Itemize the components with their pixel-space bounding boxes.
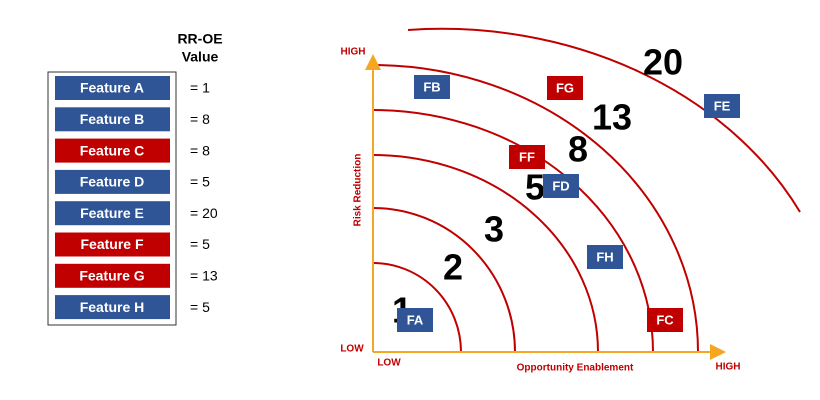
arc <box>372 207 516 353</box>
feature-value: = 5 <box>190 174 210 190</box>
feature-box <box>414 75 450 99</box>
level-number: 2 <box>443 247 463 288</box>
feature-label: Feature C <box>80 142 145 158</box>
feature-box-label: FC <box>656 312 674 327</box>
feature-label: Feature F <box>80 236 143 252</box>
feature-value: = 8 <box>190 142 210 158</box>
feature-box-label: FE <box>714 98 731 113</box>
feature-box <box>397 308 433 332</box>
y-low: LOW <box>340 344 364 355</box>
feature-label: Feature A <box>80 80 144 96</box>
feature-value: = 20 <box>190 205 218 221</box>
feature-button <box>55 263 170 288</box>
feature-box-label: FD <box>552 178 569 193</box>
table-header: Value <box>182 49 219 65</box>
feature-button <box>55 295 170 320</box>
y-axis-label: Risk Reduction <box>353 154 364 227</box>
feature-label: Feature H <box>80 299 145 315</box>
feature-box-label: FF <box>519 149 535 164</box>
level-number: 8 <box>568 129 588 170</box>
feature-list-frame <box>47 71 177 326</box>
feature-label: Feature D <box>80 174 145 190</box>
table-header: RR-OE <box>177 31 222 47</box>
feature-value: = 13 <box>190 268 218 284</box>
feature-box-label: FG <box>556 80 574 95</box>
arc <box>407 27 801 213</box>
feature-button <box>55 138 170 163</box>
x-low: LOW <box>377 358 401 369</box>
level-number: 20 <box>643 42 683 83</box>
x-axis-label: Opportunity Enablement <box>517 363 634 374</box>
feature-box <box>587 245 623 269</box>
feature-label: Feature B <box>80 111 145 127</box>
feature-value: = 5 <box>190 299 210 315</box>
feature-value: = 1 <box>190 80 210 96</box>
level-number: 13 <box>592 97 632 138</box>
level-number: 5 <box>525 167 545 208</box>
feature-box <box>647 308 683 332</box>
arc <box>372 262 462 353</box>
feature-label: Feature E <box>80 205 144 221</box>
level-number: 3 <box>484 209 504 250</box>
feature-button <box>55 107 170 132</box>
feature-button <box>55 201 170 226</box>
feature-value: = 8 <box>190 111 210 127</box>
feature-box <box>704 94 740 118</box>
feature-box-label: FB <box>423 79 440 94</box>
y-high: HIGH <box>341 47 366 58</box>
feature-box <box>547 76 583 100</box>
feature-button <box>55 232 170 257</box>
feature-button <box>55 169 170 194</box>
feature-box-label: FA <box>407 312 424 327</box>
x-high: HIGH <box>716 362 741 373</box>
arc <box>372 154 599 353</box>
feature-box <box>509 145 545 169</box>
feature-button <box>55 76 170 100</box>
feature-value: = 5 <box>190 236 210 252</box>
dynamic-layer: Feature A = 1 Feature B = 8 Feature C = 8 Feat… <box>55 42 740 332</box>
arcs <box>372 27 801 353</box>
feature-box-label: FH <box>596 249 613 264</box>
arc <box>372 64 699 353</box>
feature-label: Feature G <box>79 268 144 284</box>
feature-box <box>543 174 579 198</box>
